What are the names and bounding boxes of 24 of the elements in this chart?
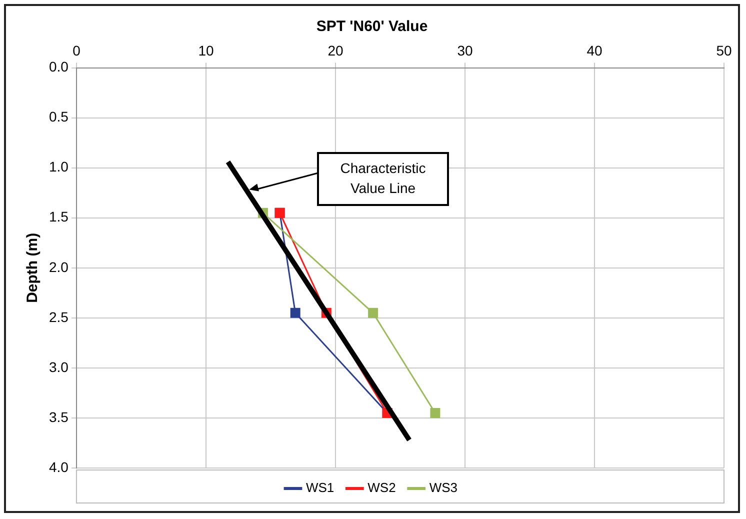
point xyxy=(290,308,300,318)
y-tick-label: 2.0 xyxy=(48,258,69,275)
point xyxy=(368,308,378,318)
x-tick-label: 50 xyxy=(716,42,732,58)
point xyxy=(430,408,440,418)
y-axis-title: Depth (m) xyxy=(24,232,42,303)
x-tick-label: 20 xyxy=(328,42,344,58)
y-tick-label: 3.5 xyxy=(48,408,69,425)
legend-label: WS1 xyxy=(306,480,334,496)
x-tick-label: 10 xyxy=(198,42,214,58)
y-tick-label: 2.5 xyxy=(48,308,69,325)
y-tick-label: 0.0 xyxy=(48,58,69,75)
y-tick-label: 0.5 xyxy=(48,108,69,125)
legend-label: WS3 xyxy=(429,480,458,496)
y-tick-label: 4.0 xyxy=(48,458,69,475)
y-tick-label: 1.0 xyxy=(48,158,69,175)
x-tick-label: 0 xyxy=(72,42,81,58)
y-tick-label: 1.5 xyxy=(48,208,69,225)
y-tick-label: 3.0 xyxy=(48,358,69,375)
chart-title: SPT 'N60' Value xyxy=(316,18,428,36)
x-tick-label: 40 xyxy=(586,42,602,58)
x-tick-label: 30 xyxy=(457,42,473,58)
annotation: Characteristic Value Line xyxy=(340,160,426,196)
legend-label: WS2 xyxy=(368,480,396,496)
